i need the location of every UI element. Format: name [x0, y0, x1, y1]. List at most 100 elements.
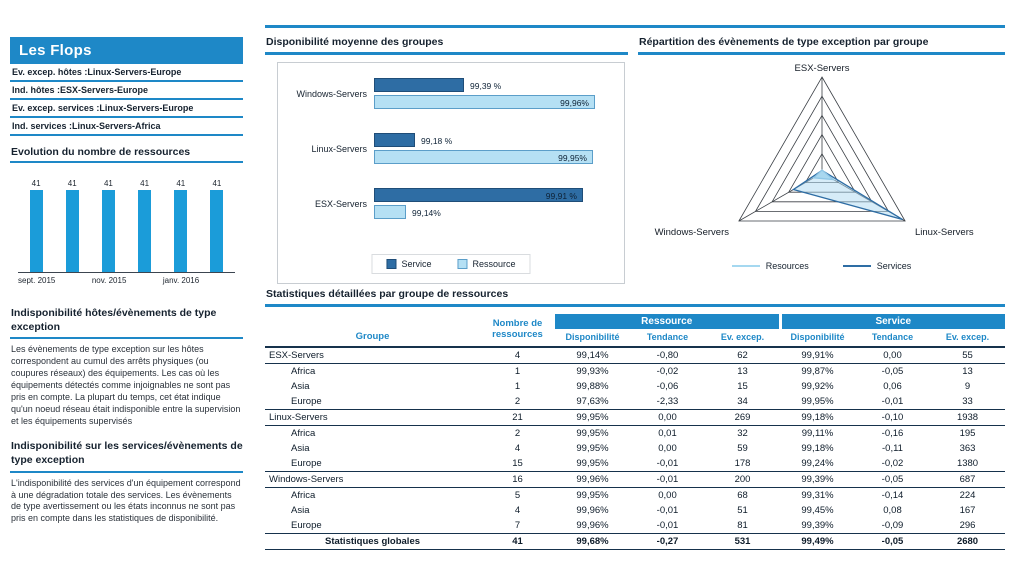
stats-row-sub: Africa 5 99,95% 0,00 68 99,31% -0,14 224	[265, 488, 1005, 504]
cell-value: -2,33	[656, 396, 679, 407]
flop-item: Ev. excep. hôtes :Linux-Servers-Europe	[10, 64, 243, 82]
bar	[101, 190, 115, 272]
cell-value: 99,93%	[576, 366, 609, 377]
flops-title: Les Flops	[10, 37, 243, 64]
cell-value: 99,96%	[576, 520, 609, 531]
report-main: Disponibilité moyenne des groupes Window…	[265, 25, 1006, 550]
cell-value: 178	[734, 458, 751, 469]
cell-groupe: Africa	[291, 490, 316, 501]
radar-section: Répartition des évènements de type excep…	[638, 36, 1005, 271]
bar-value-label: 41	[176, 179, 186, 188]
cell-groupe: Statistiques globales	[265, 533, 480, 550]
flop-item-label: Ev. excep. hôtes :	[12, 67, 88, 77]
bar-value-label: 41	[103, 179, 113, 188]
cell-value: 9	[964, 381, 971, 392]
cell-value: 200	[705, 471, 780, 488]
cell-value: 99,11%	[801, 428, 834, 439]
evolution-chart: 41 41 41 41 41 41	[18, 173, 235, 273]
bar-value-label: 99,91 %	[545, 191, 577, 201]
stats-total-row: Statistiques globales 41 99,68% -0,27 531 99,…	[265, 533, 1006, 550]
cell-value: 99,95%	[555, 409, 630, 426]
cell-value: 0,06	[883, 381, 902, 392]
cell-value: 59	[737, 443, 748, 454]
x-tick-label	[199, 276, 235, 285]
cell-value: 1938	[930, 409, 1006, 426]
cell-groupe: Windows-Servers	[265, 471, 480, 488]
x-tick-label: nov. 2015	[91, 276, 127, 285]
cell-value: 0,00	[630, 409, 705, 426]
cell-value: 99,95%	[576, 490, 609, 501]
service-bar	[374, 133, 415, 147]
stats-row-group: Linux-Servers 21 99,95% 0,00 269 99,18% -0,10 1…	[265, 409, 1006, 426]
stats-row-group: ESX-Servers 4 99,14% -0,80 62 99,91% 0,00 55	[265, 346, 1006, 364]
cell-value: 16	[480, 471, 555, 488]
radar-series-services	[791, 169, 903, 221]
legend-label-ressource: Ressource	[472, 259, 516, 269]
bar-value-label: 41	[140, 179, 150, 188]
bar-value-label: 41	[212, 179, 222, 188]
legend-label-services: Services	[876, 261, 912, 271]
cell-value: 0,01	[658, 428, 677, 439]
legend-line-services	[842, 265, 871, 267]
cell-value: 99,87%	[801, 366, 834, 377]
x-tick-label	[127, 276, 163, 285]
cell-value: 99,14%	[555, 346, 630, 364]
note-services-text: L'indisponibilité des services d'un équi…	[11, 477, 241, 524]
cell-value: 97,63%	[576, 396, 609, 407]
group-label: Windows-Servers	[296, 89, 367, 99]
column-header-spacer	[265, 314, 480, 329]
column-header-nombre-line1: Nombre de	[492, 318, 543, 330]
flop-item: Ind. hôtes :ESX-Servers-Europe	[10, 82, 243, 100]
cell-groupe: Africa	[291, 366, 316, 377]
cell-groupe: Africa	[291, 428, 316, 439]
legend-line-resources	[731, 265, 760, 267]
cell-value: 99,68%	[555, 533, 630, 550]
x-tick-label	[55, 276, 91, 285]
evolution-bar-column: 41	[54, 179, 90, 272]
cell-value: 99,39%	[801, 520, 834, 531]
flop-item-label: Ev. excep. services :	[12, 103, 100, 113]
bar	[174, 190, 188, 272]
cell-value: 269	[705, 409, 780, 426]
cell-groupe: Europe	[291, 396, 322, 407]
cell-value: 51	[737, 505, 748, 516]
stats-row-sub: Africa 2 99,95% 0,01 32 99,11% -0,16 195	[265, 426, 1005, 442]
column-header-evexcep-ressource: Ev. excep.	[720, 332, 765, 342]
cell-value: 687	[930, 471, 1006, 488]
cell-groupe: Linux-Servers	[265, 409, 480, 426]
note-hosts-text: Les évènements de type exception sur les…	[11, 344, 241, 426]
cell-value: -0,16	[881, 428, 904, 439]
availability-section: Disponibilité moyenne des groupes Window…	[265, 36, 628, 284]
bar	[29, 190, 43, 272]
availability-group-row: ESX-Servers 99,91 % 99,14%	[282, 187, 620, 221]
column-header-evexcep-service: Ev. excep.	[945, 332, 990, 342]
stats-row-sub: Europe 2 97,63% -2,33 34 99,95% -0,01 33	[265, 394, 1005, 410]
radar-grid-ring	[737, 76, 906, 222]
cell-value: -0,05	[855, 533, 930, 550]
cell-groupe: Europe	[291, 520, 322, 531]
stats-row-group: Windows-Servers 16 99,96% -0,01 200 99,39% -0,…	[265, 471, 1006, 488]
cell-value: 0,00	[855, 346, 930, 364]
stats-row-sub: Asia 1 99,88% -0,06 15 99,92% 0,06 9	[265, 379, 1005, 394]
x-tick-label: sept. 2015	[18, 276, 56, 285]
cell-value: 21	[480, 409, 555, 426]
cell-value: 1380	[956, 458, 979, 469]
flop-item-value: Linux-Servers-Europe	[99, 103, 194, 113]
bar-value-label: 99,39 %	[470, 81, 502, 91]
cell-value: 2	[514, 428, 521, 439]
cell-value: 99,92%	[801, 381, 834, 392]
cell-value: 81	[737, 520, 748, 531]
band-header-service: Service	[778, 314, 1006, 329]
cell-value: 13	[962, 366, 973, 377]
evolution-bar-column: 41	[127, 179, 163, 272]
cell-value: -0,02	[881, 458, 904, 469]
bar-value-label: 99,18 %	[421, 136, 453, 146]
legend-item-service: Service	[386, 259, 431, 269]
legend-swatch-service	[386, 259, 397, 269]
bar-value-label: 99,95%	[558, 153, 587, 163]
service-bar	[374, 78, 464, 92]
ressource-bar	[374, 95, 595, 109]
legend-swatch-ressource	[457, 259, 468, 269]
availability-title: Disponibilité moyenne des groupes	[265, 36, 628, 55]
cell-value: -0,05	[855, 471, 930, 488]
